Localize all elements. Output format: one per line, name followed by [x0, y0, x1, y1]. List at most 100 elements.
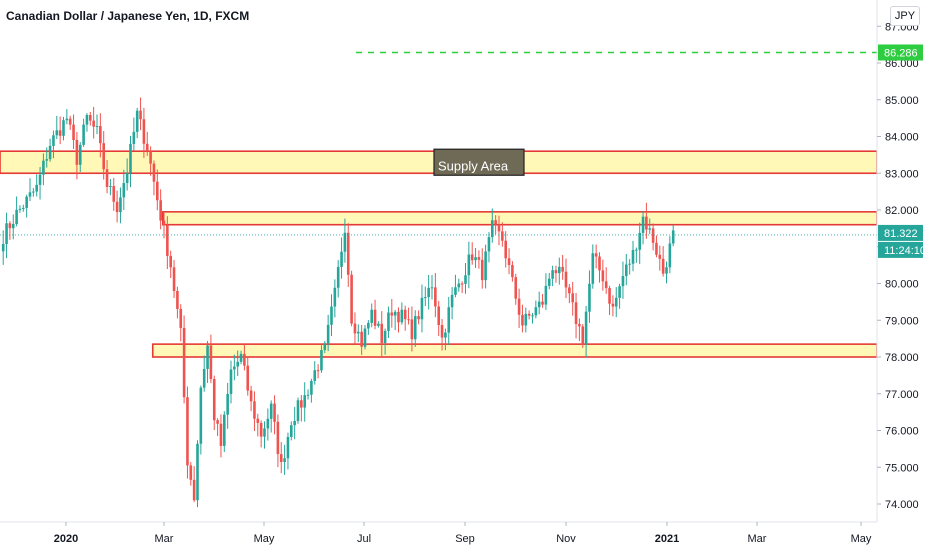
candle	[306, 394, 310, 396]
candle	[105, 169, 109, 187]
candle	[333, 287, 337, 307]
candle	[182, 327, 186, 398]
candle	[32, 191, 35, 193]
candle	[75, 139, 79, 165]
candle	[55, 130, 59, 136]
y-tick-label: 78.000	[885, 352, 919, 364]
candle	[611, 303, 615, 307]
candle	[162, 220, 166, 226]
candle	[269, 403, 273, 419]
candle	[313, 370, 317, 381]
candle	[507, 258, 511, 266]
candle	[300, 400, 303, 408]
candle	[544, 285, 548, 305]
candle	[58, 130, 62, 136]
candle	[625, 264, 628, 277]
x-tick-label: May	[254, 533, 275, 545]
candle	[82, 124, 85, 145]
candle	[145, 143, 149, 152]
candle	[172, 267, 176, 291]
candle	[668, 243, 672, 268]
candle	[370, 309, 373, 323]
price-lines	[0, 51, 877, 236]
candle	[279, 454, 283, 462]
candle	[578, 323, 581, 327]
candle	[601, 270, 605, 282]
candle	[397, 311, 400, 323]
candle	[527, 313, 531, 316]
candle	[584, 311, 588, 345]
x-tick-label: Sep	[455, 533, 475, 545]
candle	[367, 322, 370, 329]
candle	[326, 324, 330, 344]
candle	[206, 345, 209, 369]
candle	[558, 266, 561, 274]
y-tick-label: 84.000	[885, 132, 919, 144]
candle	[35, 184, 38, 192]
candle	[89, 115, 92, 121]
candle	[78, 144, 82, 165]
candle	[651, 228, 655, 243]
candle	[336, 266, 340, 288]
x-tick-label: 2020	[54, 533, 78, 545]
candle	[196, 443, 199, 501]
candle	[410, 319, 414, 340]
candle	[316, 370, 320, 372]
candle	[665, 267, 668, 274]
candle	[249, 390, 253, 402]
candle	[266, 418, 270, 429]
candle	[166, 225, 169, 256]
candle	[149, 151, 152, 164]
candle	[424, 297, 427, 299]
candle	[92, 120, 95, 127]
candle	[52, 135, 55, 146]
candle	[524, 313, 528, 326]
candle	[380, 323, 384, 344]
candle	[343, 232, 347, 252]
candle	[658, 254, 662, 259]
candle	[28, 192, 32, 197]
y-tick-label: 77.000	[885, 389, 919, 401]
y-tick-label: 82.000	[885, 205, 919, 217]
candle	[209, 345, 213, 380]
candle	[216, 420, 219, 424]
candle	[604, 281, 608, 289]
candle	[125, 172, 129, 184]
price-axis-bg	[877, 0, 932, 550]
candle	[588, 283, 591, 312]
candle	[293, 420, 296, 426]
y-tick-label: 86.000	[885, 58, 919, 70]
candle	[8, 223, 12, 229]
candle	[48, 145, 52, 160]
candle	[119, 197, 122, 213]
candle	[467, 254, 471, 276]
candle	[464, 275, 467, 284]
candle	[581, 326, 585, 345]
candle	[99, 126, 102, 144]
candle	[541, 301, 544, 305]
candle	[618, 286, 621, 298]
y-tick-label: 85.000	[885, 95, 919, 107]
candle	[531, 315, 534, 317]
candle	[427, 287, 430, 298]
x-tick-label: Mar	[155, 533, 174, 545]
candle	[286, 436, 290, 459]
candle	[387, 312, 390, 331]
candle	[608, 288, 611, 304]
candle	[420, 297, 424, 320]
y-tick-label: 79.000	[885, 315, 919, 327]
candle	[655, 242, 658, 255]
candle	[574, 302, 578, 324]
x-tick-label: 2021	[655, 533, 679, 545]
candle	[430, 287, 434, 289]
target-price-badge: 86.286	[884, 47, 918, 59]
candle	[417, 316, 420, 320]
candle	[450, 294, 454, 308]
candle	[521, 314, 524, 326]
candle	[152, 163, 156, 182]
currency-button[interactable]: JPY	[890, 6, 920, 26]
candle	[5, 223, 8, 244]
candle	[243, 353, 246, 366]
